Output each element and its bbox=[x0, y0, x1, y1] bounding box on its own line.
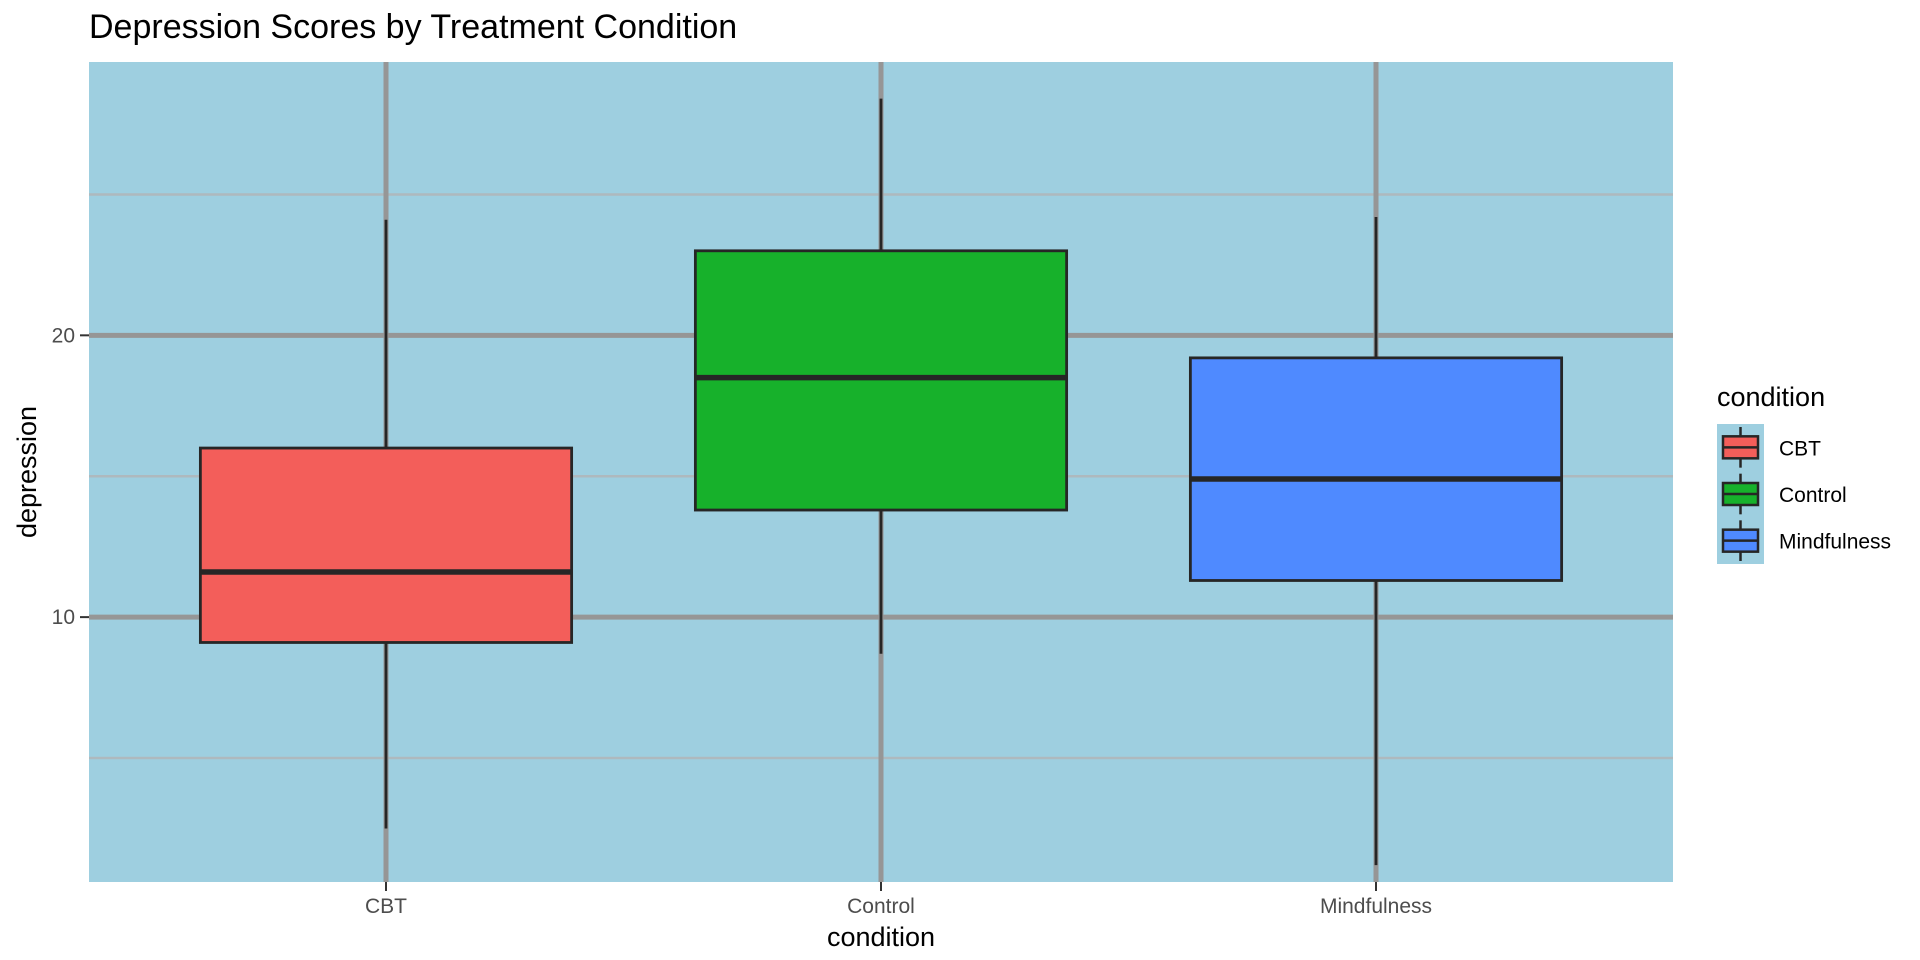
x-axis-title: condition bbox=[827, 922, 935, 952]
box-iqr bbox=[693, 249, 1069, 512]
axis-layer: 10 20 CBT Control Mindfulness bbox=[52, 324, 1432, 918]
x-tick-label: CBT bbox=[365, 895, 407, 918]
legend-label: CBT bbox=[1779, 437, 1821, 460]
legend-item-control: Control bbox=[1721, 473, 1847, 515]
y-axis-title: depression bbox=[12, 406, 42, 538]
x-tick-label: Control bbox=[847, 895, 915, 918]
box-iqr bbox=[198, 446, 574, 644]
legend-item-mindfulness: Mindfulness bbox=[1721, 520, 1891, 561]
legend-title: condition bbox=[1717, 382, 1825, 412]
box-cbt bbox=[198, 219, 574, 829]
box-layer bbox=[198, 98, 1564, 866]
legend-label: Mindfulness bbox=[1779, 531, 1891, 554]
y-tick-label: 10 bbox=[52, 606, 75, 629]
y-tick-label: 20 bbox=[52, 324, 75, 347]
legend: condition CBT Control Mindfulness bbox=[1717, 382, 1891, 564]
chart-title: Depression Scores by Treatment Condition bbox=[89, 8, 737, 46]
box-mindfulness bbox=[1188, 216, 1564, 866]
legend-items: CBT Control Mindfulness bbox=[1721, 427, 1891, 561]
x-tick-label: Mindfulness bbox=[1320, 895, 1432, 918]
legend-item-cbt: CBT bbox=[1721, 427, 1821, 468]
box-control bbox=[693, 98, 1069, 654]
box-iqr bbox=[1188, 356, 1564, 582]
legend-label: Control bbox=[1779, 484, 1847, 507]
